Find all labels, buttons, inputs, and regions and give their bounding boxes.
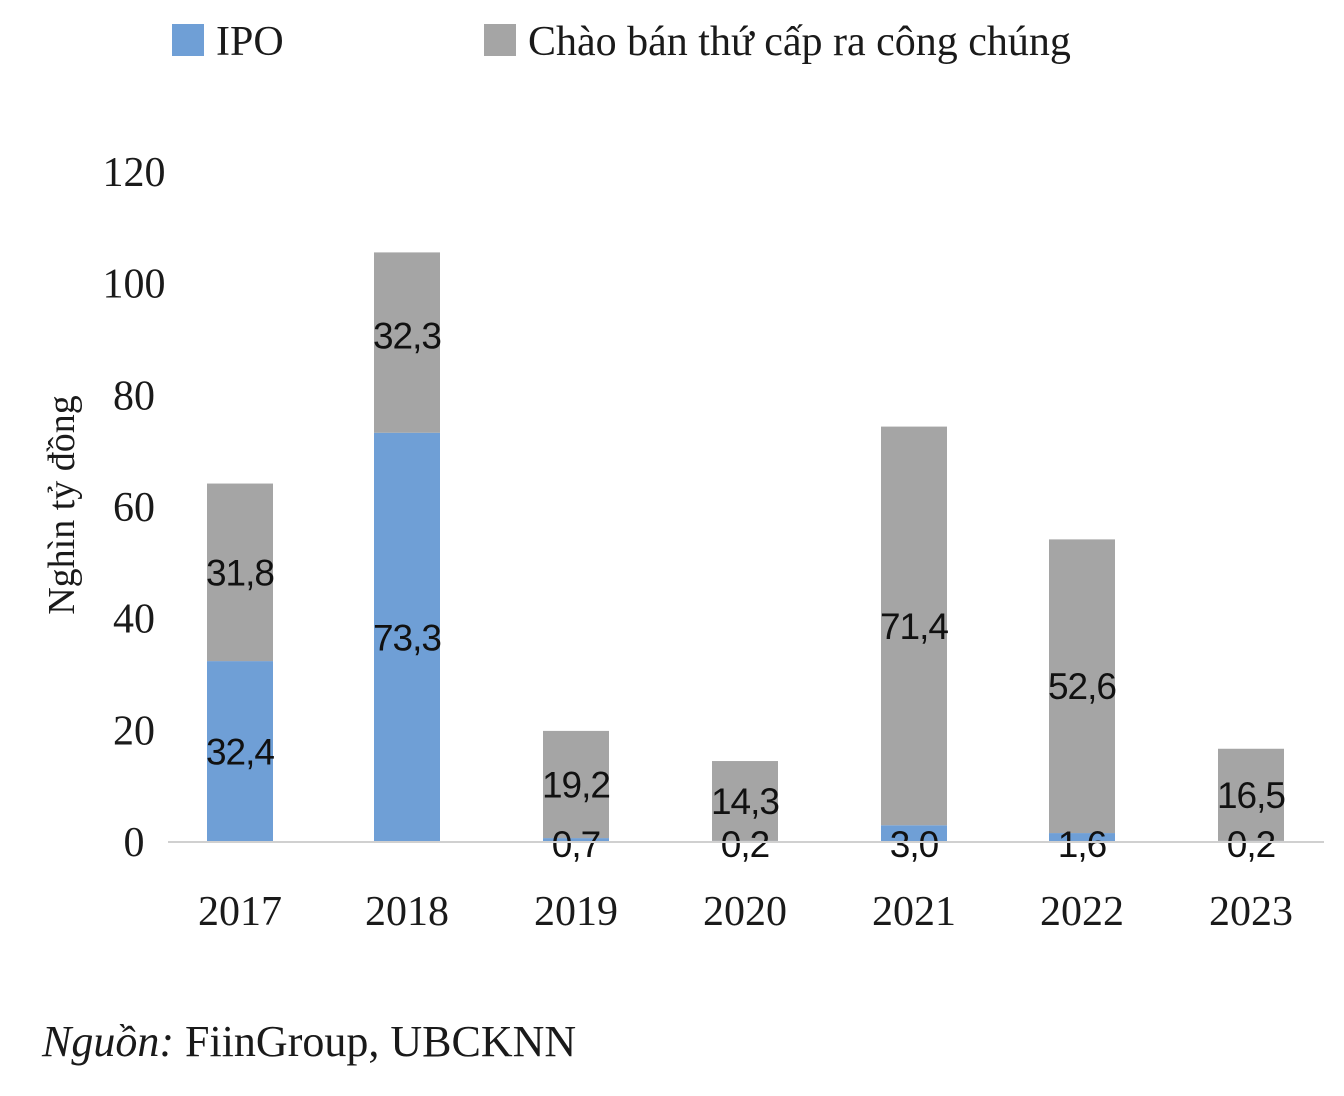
x-tick-label: 2021 [872, 889, 956, 935]
data-label-secondary-2022: 52,6 [1048, 666, 1116, 707]
data-label-ipo-2020: 0,2 [721, 824, 769, 865]
bar-secondary-2020 [712, 761, 778, 841]
bars-group: 32,431,873,332,30,719,20,214,33,071,41,6… [206, 252, 1286, 865]
legend-swatch-0 [172, 24, 204, 56]
y-tick-label: 40 [113, 597, 155, 643]
data-label-secondary-2018: 32,3 [373, 315, 441, 356]
y-tick-label: 60 [113, 485, 155, 531]
data-label-ipo-2021: 3,0 [890, 824, 939, 865]
legend-label-0: IPO [216, 19, 284, 65]
x-tick-label: 2017 [198, 889, 282, 935]
x-tick-label: 2019 [534, 889, 618, 935]
bar-secondary-2022 [1049, 539, 1115, 834]
data-label-ipo-2017: 32,4 [206, 732, 274, 773]
bar-ipo-2019 [543, 838, 609, 842]
y-tick-label: 80 [113, 373, 155, 419]
x-tick-label: 2023 [1209, 889, 1293, 935]
y-tick-label: 100 [103, 262, 166, 308]
y-tick-label: 0 [124, 820, 145, 866]
y-axis: 0 20 40 60 80 100 120 Nghìn tỷ đồng [41, 150, 166, 866]
x-tick-label: 2020 [703, 889, 787, 935]
chart-legend: IPO Chào bán thứ cấp ra công chúng [172, 19, 1071, 65]
bar-secondary-2021 [881, 426, 947, 826]
source-text: FiinGroup, UBCKNN [174, 1017, 577, 1066]
bar-ipo-2021 [881, 825, 947, 842]
bar-secondary-2017 [207, 483, 273, 662]
source-note: Nguồn: FiinGroup, UBCKNN [42, 1016, 576, 1067]
data-label-secondary-2023: 16,5 [1217, 775, 1285, 816]
stacked-bar-chart: IPO Chào bán thứ cấp ra công chúng 0 20 40 6… [41, 19, 1324, 935]
x-axis: 2017 2018 2019 2020 2021 2022 2023 [168, 841, 1324, 935]
data-label-secondary-2017: 31,8 [206, 552, 274, 593]
bar-secondary-2018 [374, 252, 440, 433]
bar-secondary-2019 [543, 730, 609, 839]
x-tick-label: 2018 [365, 889, 449, 935]
data-label-ipo-2022: 1,6 [1058, 824, 1106, 865]
data-label-ipo-2018: 73,3 [373, 617, 441, 658]
data-label-ipo-2023: 0,2 [1227, 824, 1275, 865]
y-tick-label: 120 [103, 150, 166, 196]
data-label-secondary-2021: 71,4 [880, 606, 948, 647]
bar-ipo-2017 [207, 661, 273, 842]
y-axis-title: Nghìn tỷ đồng [41, 395, 83, 615]
bar-ipo-2018 [374, 432, 440, 842]
x-tick-label: 2022 [1040, 889, 1124, 935]
bar-secondary-2023 [1218, 748, 1284, 841]
data-label-secondary-2019: 19,2 [542, 764, 610, 805]
legend-label-1: Chào bán thứ cấp ra công chúng [528, 19, 1071, 65]
legend-swatch-1 [484, 24, 516, 56]
y-tick-label: 20 [113, 708, 155, 754]
data-label-ipo-2019: 0,7 [552, 824, 600, 865]
source-label: Nguồn: [42, 1017, 174, 1066]
data-label-secondary-2020: 14,3 [711, 781, 779, 822]
bar-ipo-2022 [1049, 833, 1115, 842]
